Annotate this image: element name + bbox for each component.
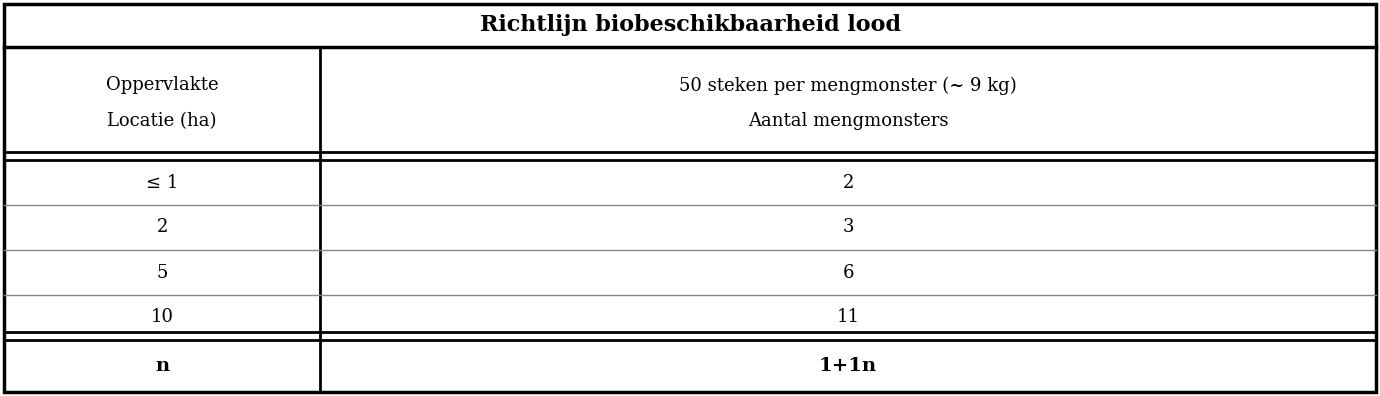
- Text: Locatie (ha): Locatie (ha): [108, 112, 217, 131]
- Text: 11: 11: [836, 308, 860, 326]
- Text: 3: 3: [842, 219, 854, 236]
- Text: 10: 10: [150, 308, 174, 326]
- Text: 6: 6: [842, 263, 854, 282]
- Text: n: n: [155, 357, 170, 375]
- Text: 2: 2: [156, 219, 168, 236]
- Text: 2: 2: [842, 173, 854, 192]
- Text: Aantal mengmonsters: Aantal mengmonsters: [748, 112, 948, 131]
- Text: Richtlijn biobeschikbaarheid lood: Richtlijn biobeschikbaarheid lood: [479, 15, 901, 36]
- Text: ≤ 1: ≤ 1: [146, 173, 178, 192]
- Text: 1+1n: 1+1n: [818, 357, 878, 375]
- Text: Oppervlakte: Oppervlakte: [106, 76, 218, 95]
- Text: 5: 5: [156, 263, 168, 282]
- Text: 50 steken per mengmonster (~ 9 kg): 50 steken per mengmonster (~ 9 kg): [679, 76, 1017, 95]
